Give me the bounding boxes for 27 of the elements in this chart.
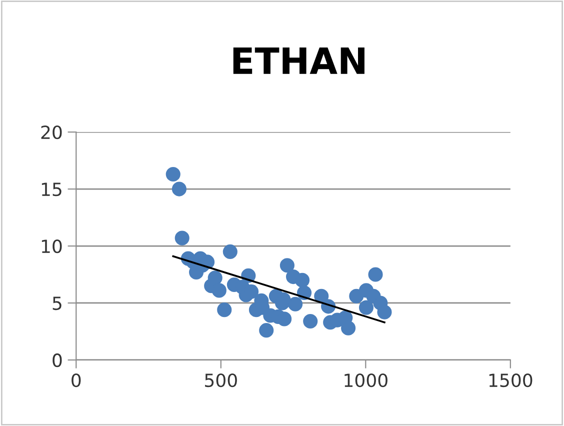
point: [341, 320, 356, 336]
point: [358, 300, 374, 315]
point: [208, 270, 222, 286]
point: [259, 323, 274, 338]
y-tick-label: 15: [42, 182, 62, 196]
x-tick-label: 0: [72, 373, 81, 388]
point: [377, 304, 392, 320]
chart-title: ETHAN: [233, 48, 364, 74]
point: [303, 314, 318, 329]
y-tick-label: 10: [42, 239, 62, 254]
x-tick-label: 500: [205, 373, 237, 388]
point: [294, 272, 310, 288]
point: [174, 230, 190, 246]
point: [212, 283, 226, 298]
point: [280, 258, 294, 273]
y-tick-label: 20: [41, 126, 62, 140]
x-tick-label: 1000: [344, 373, 388, 388]
point: [288, 296, 303, 312]
point: [166, 166, 180, 182]
point: [368, 267, 383, 282]
y-tick-label: 5: [52, 296, 62, 310]
point: [222, 244, 238, 259]
point: [277, 312, 292, 326]
x-tick-label: 1500: [489, 373, 532, 388]
y-tick-label: 0: [52, 353, 62, 368]
point: [217, 302, 232, 318]
point: [172, 182, 186, 196]
